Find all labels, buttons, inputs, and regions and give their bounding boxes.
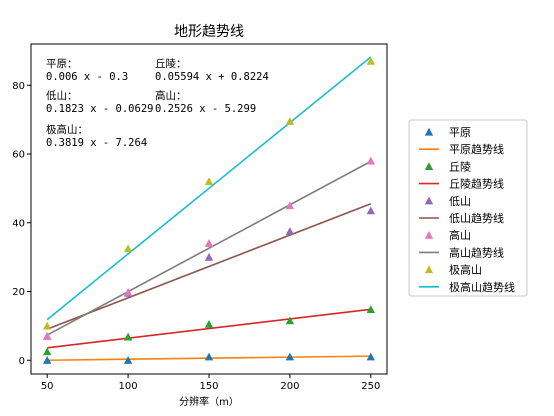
data-point-marker [366, 156, 376, 165]
data-point-marker [366, 206, 376, 215]
data-point-marker [366, 56, 376, 65]
plot-layer [42, 56, 376, 364]
data-point-marker [42, 356, 52, 364]
annotation-equation: 0.05594 x + 0.8224 [155, 71, 269, 83]
annotation-label: 低山： [46, 89, 78, 102]
annotation-label: 极高山： [46, 123, 88, 136]
legend-label: 低山 [449, 195, 471, 208]
y-tick-label: 40 [12, 218, 25, 229]
x-tick-label: 200 [280, 381, 299, 392]
trend-line [47, 308, 371, 349]
legend-label: 平原趋势线 [449, 142, 504, 156]
legend-label: 平原 [449, 126, 471, 139]
data-point-marker [285, 201, 295, 210]
data-point-marker [123, 332, 133, 341]
legend-label: 高山 [449, 228, 471, 242]
data-point-marker [204, 177, 214, 186]
trend-line [46, 160, 372, 336]
y-tick-label: 80 [12, 81, 25, 92]
data-point-marker [123, 244, 133, 253]
chart-title: 地形趋势线 [174, 24, 244, 40]
x-tick-label: 150 [199, 381, 218, 392]
data-point-marker [42, 347, 52, 356]
legend-marker [424, 162, 434, 170]
data-point-marker [366, 352, 376, 361]
data-point-marker [204, 352, 214, 361]
trend-line [46, 56, 372, 321]
legend-label: 高山趋势线 [449, 245, 504, 259]
series-group [42, 305, 376, 356]
legend-label: 极高山 [449, 263, 482, 277]
annotation-equation: 0.1823 x - 0.0629 [46, 103, 153, 115]
data-point-marker [123, 287, 133, 296]
data-point-marker [366, 305, 376, 313]
x-tick-label: 100 [119, 381, 138, 392]
legend-label: 丘陵趋势线 [449, 177, 504, 191]
legend-marker [424, 265, 434, 274]
annotation-label: 平原： [46, 58, 78, 70]
legend-marker [424, 231, 434, 239]
legend-marker [424, 127, 434, 136]
data-point-marker [285, 227, 295, 235]
series-group [42, 352, 376, 364]
y-tick-label: 0 [19, 356, 25, 367]
y-tick-label: 20 [12, 287, 25, 298]
data-point-marker [204, 319, 214, 328]
data-point-marker [285, 352, 295, 361]
data-point-marker [204, 252, 214, 261]
annotation-label: 高山： [155, 89, 187, 102]
legend-label: 极高山趋势线 [449, 280, 515, 294]
annotation-label: 丘陵： [155, 58, 187, 70]
legend-label: 丘陵 [449, 160, 471, 173]
annotation-equation: 0.2526 x - 5.299 [155, 103, 256, 115]
x-tick-label: 50 [41, 381, 54, 392]
annotation-equation: 0.3819 x - 7.264 [46, 137, 147, 149]
data-point-marker [123, 356, 133, 364]
data-point-marker [285, 117, 295, 125]
data-point-marker [42, 331, 52, 340]
x-axis-label: 分辨率（m） [179, 395, 239, 408]
data-point-marker [204, 239, 214, 247]
y-tick-label: 60 [12, 150, 25, 161]
trend-line [46, 203, 372, 330]
x-tick-label: 250 [361, 381, 380, 392]
data-point-marker [285, 316, 295, 325]
series-group [42, 156, 376, 340]
series-group [42, 56, 376, 330]
annotation-equation: 0.006 x - 0.3 [46, 71, 128, 83]
equation-annotations: 平原：0.006 x - 0.3 丘陵：0.05594 x + 0.8224 低山：… [46, 58, 269, 149]
axes: 50 100 150 200 250 0 20 40 60 80 [12, 81, 380, 392]
data-point-marker [42, 321, 52, 330]
legend-marker [424, 196, 434, 205]
legend-label: 低山趋势线 [449, 211, 504, 225]
